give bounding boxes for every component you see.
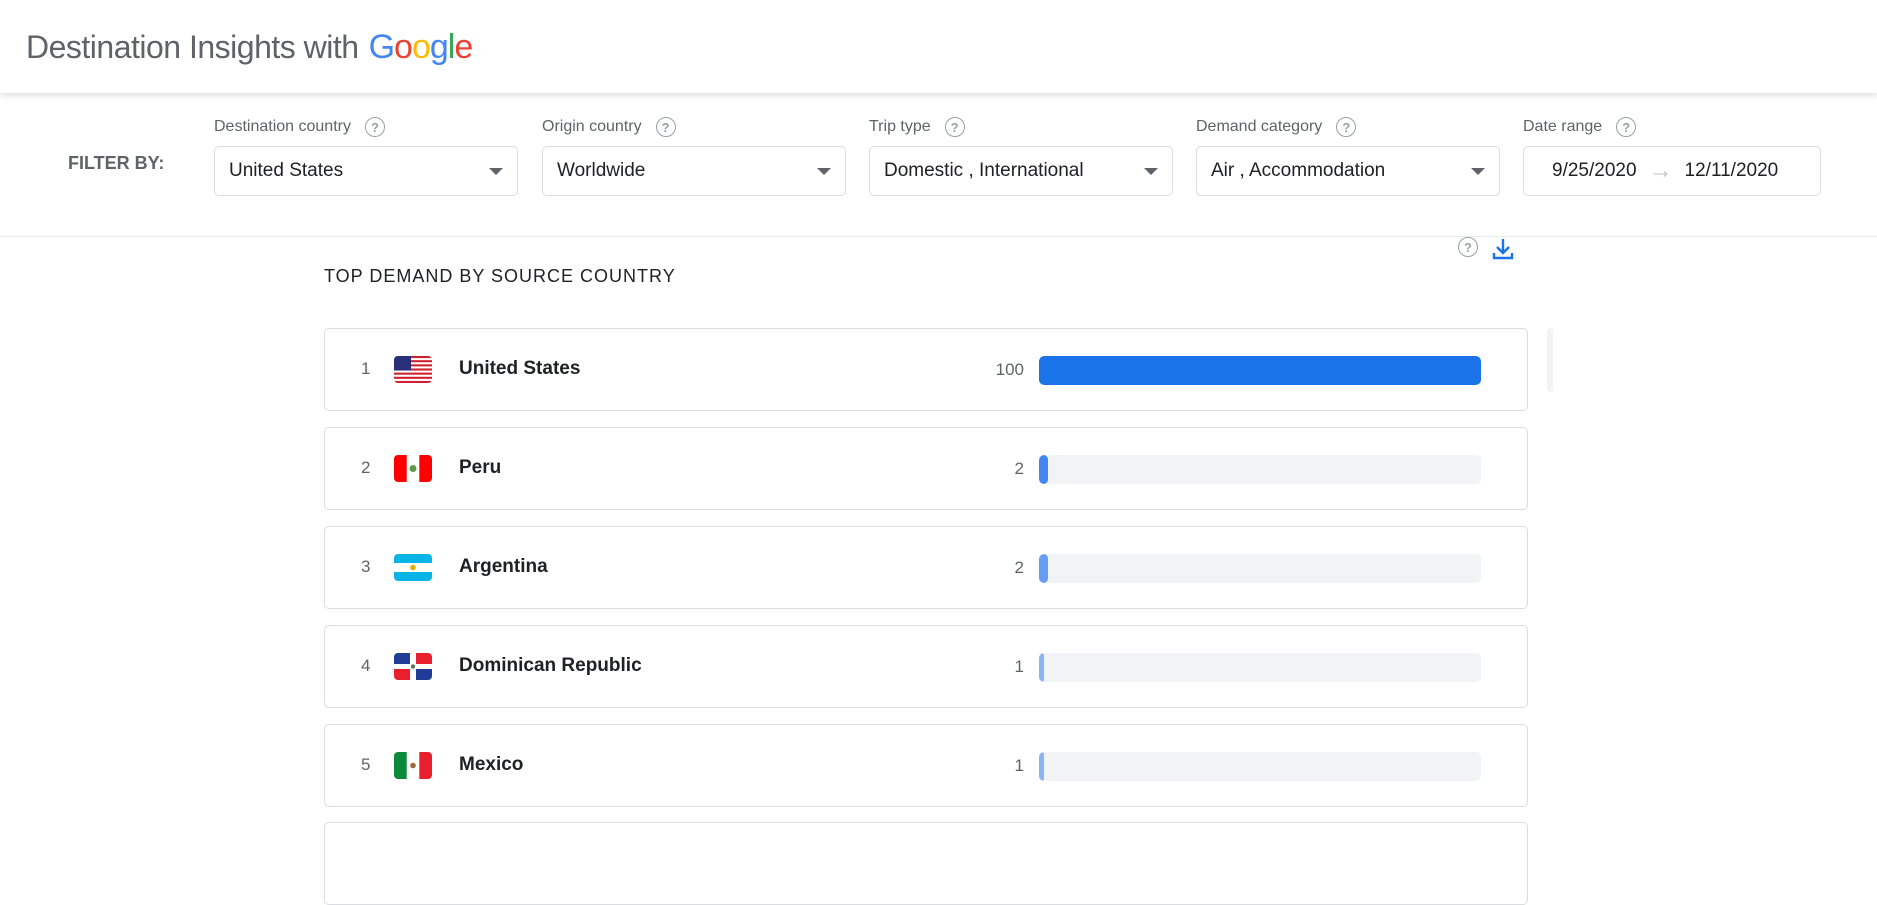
rank: 5: [361, 755, 371, 774]
select-value: United States: [229, 160, 344, 181]
divider: [0, 236, 1877, 237]
filter-origin-country: Origin country? Worldwide: [542, 115, 846, 196]
demand-value: 1: [1014, 756, 1024, 775]
title-text: Destination Insights with: [26, 29, 359, 65]
list-item[interactable]: 4 Dominican Republic 1: [324, 625, 1528, 708]
filter-by-label: FILTER BY:: [68, 153, 165, 173]
help-icon[interactable]: ?: [655, 117, 676, 137]
filter-trip-type: Trip type? Domestic , International: [869, 115, 1173, 196]
flag-ar-icon: [394, 554, 432, 581]
demand-bar-track: [1039, 752, 1481, 781]
list-item[interactable]: 2 Peru 2: [324, 427, 1528, 510]
caret-down-icon: [489, 168, 503, 175]
flag-us-icon: [394, 356, 432, 383]
google-logo: Google: [368, 28, 474, 66]
demand-bar: [1039, 455, 1048, 484]
country-name: Peru: [459, 457, 502, 478]
filter-label: Destination country: [214, 118, 351, 135]
select-value: Air , Accommodation: [1211, 160, 1386, 181]
list-item[interactable]: 5 Mexico 1: [324, 724, 1528, 807]
list-item[interactable]: [324, 822, 1528, 905]
demand-bar-track: [1039, 455, 1481, 484]
flag-pe-icon: [394, 455, 432, 482]
flag-mx-icon: [394, 752, 432, 779]
select-value: Worldwide: [557, 160, 646, 181]
demand-value: 100: [995, 360, 1024, 379]
rank: 1: [361, 359, 371, 378]
filter-label: Demand category: [1196, 118, 1323, 135]
demand-bar: [1039, 653, 1044, 682]
help-icon[interactable]: ?: [364, 117, 385, 137]
country-name: Dominican Republic: [459, 655, 642, 676]
rank: 4: [361, 656, 371, 675]
country-name: Argentina: [459, 556, 548, 577]
list-item[interactable]: 3 Argentina 2: [324, 526, 1528, 609]
help-icon[interactable]: ?: [1336, 117, 1357, 137]
demand-bar-track: [1039, 356, 1481, 385]
origin-country-select[interactable]: Worldwide: [542, 146, 846, 196]
filter-date-range: Date range? 9/25/2020 → 12/11/2020: [1523, 115, 1821, 196]
demand-value: 2: [1014, 459, 1024, 478]
demand-bar: [1039, 752, 1044, 781]
filter-label: Origin country: [542, 118, 642, 135]
filter-demand-category: Demand category? Air , Accommodation: [1196, 115, 1500, 196]
arrow-right-icon: →: [1648, 157, 1673, 184]
demand-bar-track: [1039, 554, 1481, 583]
rank: 3: [361, 557, 371, 576]
demand-value: 2: [1014, 558, 1024, 577]
rank: 2: [361, 458, 371, 477]
section-title: TOP DEMAND BY SOURCE COUNTRY: [324, 266, 676, 286]
filter-label: Date range: [1523, 118, 1603, 135]
caret-down-icon: [817, 168, 831, 175]
app-title: Destination Insights with Google: [26, 28, 474, 67]
filter-destination-country: Destination country? United States: [214, 115, 518, 196]
help-icon[interactable]: ?: [944, 117, 965, 137]
app-header: Destination Insights with Google: [0, 0, 1877, 93]
caret-down-icon: [1144, 168, 1158, 175]
country-name: United States: [459, 358, 581, 379]
demand-value: 1: [1014, 657, 1024, 676]
list-item[interactable]: 1 United States 100: [324, 328, 1528, 411]
end-date-input[interactable]: 12/11/2020: [1684, 160, 1779, 181]
scrollbar[interactable]: [1547, 328, 1553, 392]
destination-country-select[interactable]: United States: [214, 146, 518, 196]
start-date-input[interactable]: 9/25/2020: [1552, 160, 1637, 181]
help-icon[interactable]: ?: [1616, 117, 1637, 137]
select-value: Domestic , International: [884, 160, 1084, 181]
demand-bar-track: [1039, 653, 1481, 682]
demand-category-select[interactable]: Air , Accommodation: [1196, 146, 1500, 196]
flag-do-icon: [394, 653, 432, 680]
country-name: Mexico: [459, 754, 524, 775]
date-range-picker[interactable]: 9/25/2020 → 12/11/2020: [1523, 146, 1821, 196]
filter-label: Trip type: [869, 118, 931, 135]
download-icon[interactable]: [1492, 237, 1514, 261]
help-icon[interactable]: ?: [1458, 237, 1478, 257]
demand-bar: [1039, 554, 1048, 583]
caret-down-icon: [1471, 168, 1485, 175]
demand-bar: [1039, 356, 1481, 385]
trip-type-select[interactable]: Domestic , International: [869, 146, 1173, 196]
